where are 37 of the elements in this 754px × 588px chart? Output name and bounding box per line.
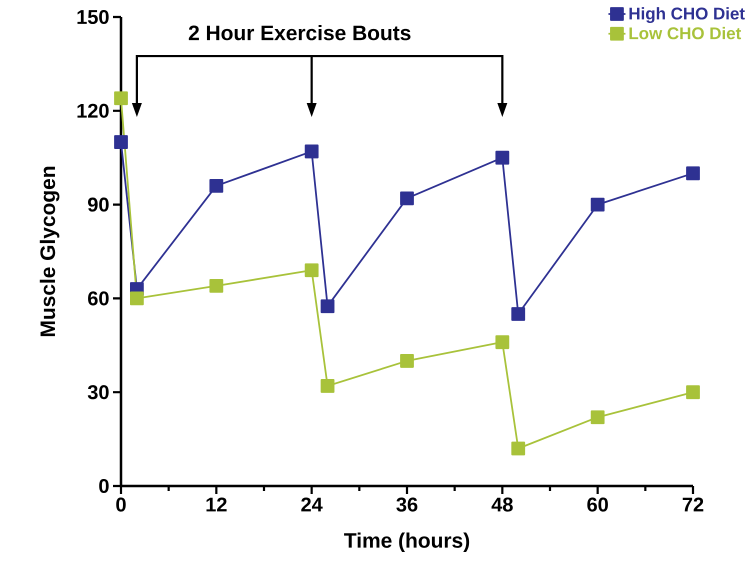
y-tick-label: 120 [77, 104, 109, 118]
point [686, 166, 700, 180]
x-tick-label: 24 [301, 498, 323, 512]
point [590, 410, 605, 424]
point [495, 150, 510, 165]
point [686, 385, 700, 400]
x-axis-title: Time (hours) [344, 532, 470, 552]
x-tick-label: 48 [492, 498, 513, 512]
point [114, 91, 128, 106]
legend-label: Low CHO Diet [629, 26, 742, 40]
y-tick-label: 0 [99, 478, 109, 494]
point [209, 278, 224, 293]
point [320, 379, 334, 393]
annotation: 2 Hour Exercise Bouts [188, 24, 410, 40]
y-axis-title: Muscle Glycogen [40, 166, 60, 336]
point [400, 191, 414, 206]
y-tick-label: 60 [88, 291, 109, 306]
x-tick-label: 72 [682, 498, 704, 512]
y-tick-label: 30 [88, 385, 109, 400]
point [590, 198, 605, 212]
x-tick-label: 60 [587, 498, 608, 512]
point [304, 263, 319, 278]
point [511, 442, 526, 456]
legend-label: High CHO Diet [629, 7, 745, 23]
point [304, 144, 319, 158]
x-tick-label: 12 [206, 498, 227, 512]
x-tick-label: 0 [116, 498, 126, 512]
point [400, 354, 414, 368]
y-tick-label: 90 [88, 198, 109, 212]
y-tick-label: 150 [77, 10, 109, 24]
point [209, 178, 224, 193]
point [320, 299, 334, 314]
point [495, 335, 510, 350]
x-tick-label: 36 [396, 498, 418, 512]
point [130, 292, 144, 306]
point [114, 135, 128, 149]
point [511, 307, 526, 321]
